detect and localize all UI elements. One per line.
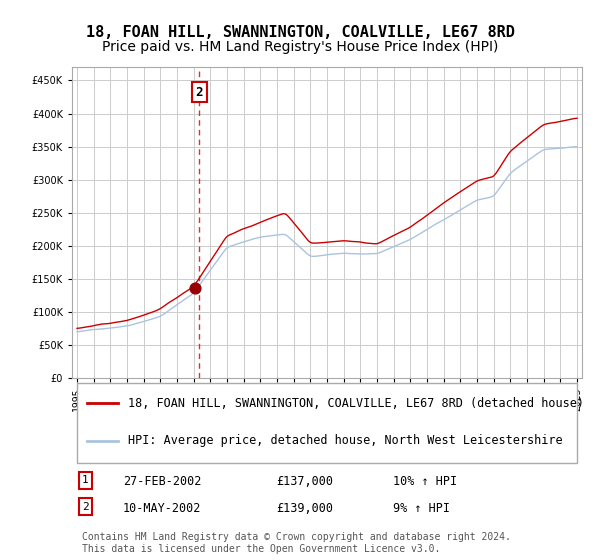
Text: 2: 2 xyxy=(82,502,89,511)
Text: 10% ↑ HPI: 10% ↑ HPI xyxy=(394,475,457,488)
Text: £137,000: £137,000 xyxy=(276,475,333,488)
Text: 10-MAY-2002: 10-MAY-2002 xyxy=(123,502,202,515)
Text: Contains HM Land Registry data © Crown copyright and database right 2024.
This d: Contains HM Land Registry data © Crown c… xyxy=(82,533,511,554)
Point xyxy=(190,283,200,292)
Text: Price paid vs. HM Land Registry's House Price Index (HPI): Price paid vs. HM Land Registry's House … xyxy=(102,40,498,54)
Text: 9% ↑ HPI: 9% ↑ HPI xyxy=(394,502,450,515)
FancyBboxPatch shape xyxy=(77,383,577,463)
Text: £139,000: £139,000 xyxy=(276,502,333,515)
Text: 2: 2 xyxy=(196,86,203,99)
Text: HPI: Average price, detached house, North West Leicestershire: HPI: Average price, detached house, Nort… xyxy=(128,434,563,447)
Text: 1: 1 xyxy=(82,475,89,486)
Text: 27-FEB-2002: 27-FEB-2002 xyxy=(123,475,202,488)
Text: 18, FOAN HILL, SWANNINGTON, COALVILLE, LE67 8RD: 18, FOAN HILL, SWANNINGTON, COALVILLE, L… xyxy=(86,25,514,40)
Text: 18, FOAN HILL, SWANNINGTON, COALVILLE, LE67 8RD (detached house): 18, FOAN HILL, SWANNINGTON, COALVILLE, L… xyxy=(128,397,584,410)
